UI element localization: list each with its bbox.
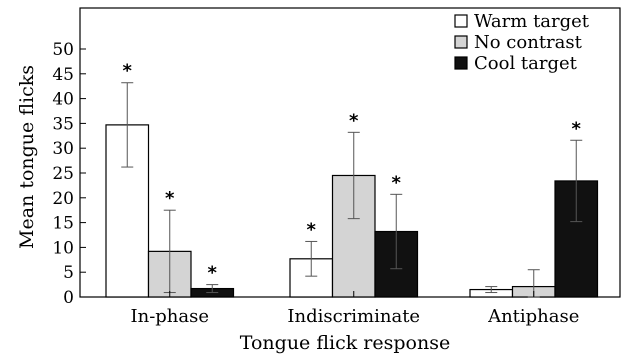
- legend-swatch: [454, 35, 468, 49]
- y-tick-label: 45: [52, 65, 74, 85]
- y-tick-label: 30: [52, 139, 74, 159]
- legend-entry-label: Warm target: [474, 11, 590, 32]
- significance-marker: *: [572, 118, 582, 139]
- y-tick-label: 25: [52, 164, 74, 184]
- significance-marker: *: [123, 61, 133, 82]
- x-axis-label: Tongue flick response: [240, 332, 450, 354]
- legend-entry-label: No contrast: [474, 32, 583, 53]
- legend-swatch: [454, 56, 468, 70]
- x-category-label: In-phase: [130, 306, 209, 327]
- y-tick-label: 50: [52, 40, 74, 60]
- legend-entry-label: Cool target: [474, 53, 578, 74]
- significance-marker: *: [208, 263, 218, 284]
- y-axis-label: Mean tongue flicks: [16, 65, 38, 249]
- y-tick-label: 5: [63, 263, 74, 283]
- y-tick-label: 10: [52, 238, 74, 258]
- y-tick-label: 35: [52, 114, 74, 134]
- x-axis-categories: In-phase Indiscriminate Antiphase: [130, 291, 579, 327]
- y-axis-ticks: 0 5 10 15 20 25 30 35 40 45 50: [52, 40, 86, 308]
- significance-marker: *: [392, 172, 402, 193]
- y-tick-label: 0: [63, 288, 74, 308]
- significance-marker: *: [307, 219, 317, 240]
- x-category-label: Indiscriminate: [287, 306, 420, 327]
- x-category-label: Antiphase: [487, 306, 579, 327]
- significance-marker: *: [349, 110, 359, 131]
- bars-group: * * * * * * *: [105, 61, 599, 298]
- significance-marker: *: [165, 188, 175, 209]
- legend-swatch: [454, 14, 468, 28]
- y-tick-label: 40: [52, 90, 74, 110]
- y-tick-label: 20: [52, 189, 74, 209]
- y-tick-label: 15: [52, 214, 74, 234]
